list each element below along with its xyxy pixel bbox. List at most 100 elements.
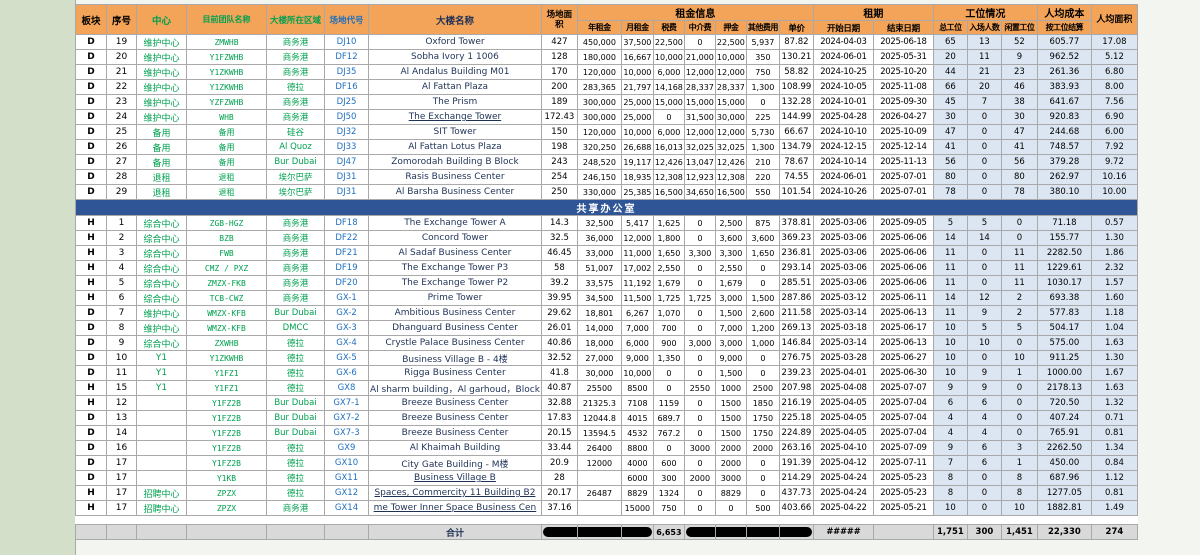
cell-per-station-cost[interactable]: 920.83 [1036, 109, 1092, 125]
cell-area-sqm[interactable]: 427 [540, 34, 578, 50]
cell-per-capita-area[interactable]: 1.30 [1090, 230, 1138, 246]
cell-total-stations[interactable]: 45 [932, 94, 968, 110]
cell-per-capita-area[interactable]: 1.67 [1090, 365, 1138, 381]
total-cell-annual-rent[interactable] [576, 524, 622, 540]
cell-center[interactable] [136, 425, 187, 441]
cell-site-code[interactable]: DJ31 [324, 184, 369, 200]
cell-idle-stations[interactable]: 0 [1000, 335, 1038, 351]
cell-deposit[interactable]: 0 [714, 500, 747, 516]
cell-section[interactable]: H [75, 485, 107, 501]
cell-other-fees[interactable]: 210 [745, 154, 780, 170]
cell-annual-rent[interactable] [576, 500, 622, 516]
cell-center[interactable]: 维护中心 [136, 94, 187, 110]
cell-monthly-rent[interactable]: 26,688 [620, 139, 654, 155]
cell-section[interactable]: H [75, 395, 107, 411]
cell-per-capita-area[interactable]: 2.32 [1090, 260, 1138, 276]
cell-area-sqm[interactable]: 243 [540, 154, 578, 170]
cell-region[interactable]: 商务港 [266, 109, 325, 125]
cell-section[interactable]: D [75, 305, 107, 321]
cell-section[interactable]: D [75, 79, 107, 95]
cell-entered-count[interactable]: 0 [966, 109, 1002, 125]
cell-entered-count[interactable]: 0 [966, 124, 1002, 140]
cell-region[interactable]: 商务港 [266, 230, 325, 246]
cell-no[interactable]: 28 [106, 169, 137, 185]
cell-building[interactable]: Business Village B [368, 470, 542, 486]
cell-end-date[interactable]: 2025-07-04 [872, 425, 934, 441]
cell-per-capita-area[interactable]: 6.90 [1090, 109, 1138, 125]
cell-annual-rent[interactable]: 248,520 [576, 154, 622, 170]
cell-annual-rent[interactable]: 36,000 [576, 230, 622, 246]
cell-deposit[interactable]: 2000 [714, 455, 747, 471]
cell-annual-rent[interactable]: 300,000 [576, 94, 622, 110]
cell-building[interactable]: Dhanguard Business Center [368, 320, 542, 336]
cell-center[interactable]: 维护中心 [136, 64, 187, 80]
cell-annual-rent[interactable]: 33,000 [576, 245, 622, 261]
cell-other-fees[interactable]: 2000 [745, 440, 780, 456]
total-cell-monthly-rent[interactable] [620, 524, 654, 540]
cell-deposit[interactable]: 3000 [714, 470, 747, 486]
cell-entered-count[interactable]: 0 [966, 154, 1002, 170]
cell-idle-stations[interactable]: 56 [1000, 154, 1038, 170]
cell-area-sqm[interactable]: 32.88 [540, 395, 578, 411]
cell-start-date[interactable]: 2024-12-15 [812, 139, 874, 155]
cell-end-date[interactable]: 2025-06-06 [872, 275, 934, 291]
cell-unit-price[interactable]: 144.99 [778, 109, 814, 125]
cell-no[interactable]: 25 [106, 124, 137, 140]
total-cell-region[interactable] [266, 524, 325, 540]
cell-agency-fee[interactable]: 12,000 [683, 64, 716, 80]
cell-idle-stations[interactable]: 80 [1000, 169, 1038, 185]
cell-agency-fee[interactable]: 13,047 [683, 154, 716, 170]
cell-agency-fee[interactable]: 0 [683, 395, 716, 411]
cell-tax[interactable]: 689.7 [652, 410, 685, 426]
cell-entered-count[interactable]: 9 [966, 305, 1002, 321]
total-cell-deposit[interactable] [714, 524, 747, 540]
cell-entered-count[interactable]: 7 [966, 94, 1002, 110]
cell-team[interactable]: Y1FZ1 [186, 380, 267, 396]
cell-monthly-rent[interactable]: 25,385 [620, 184, 654, 200]
cell-end-date[interactable]: 2025-07-01 [872, 169, 934, 185]
cell-start-date[interactable]: 2024-10-14 [812, 154, 874, 170]
cell-building[interactable]: The Prism [368, 94, 542, 110]
cell-per-capita-area[interactable]: 10.16 [1090, 169, 1138, 185]
cell-deposit[interactable]: 16,500 [714, 184, 747, 200]
cell-other-fees[interactable]: 0 [745, 455, 780, 471]
cell-per-station-cost[interactable]: 383.93 [1036, 79, 1092, 95]
cell-per-capita-area[interactable]: 0.81 [1090, 485, 1138, 501]
cell-building[interactable]: City Gate Building - M楼 [368, 455, 542, 471]
cell-deposit[interactable]: 1500 [714, 395, 747, 411]
cell-other-fees[interactable]: 220 [745, 169, 780, 185]
cell-per-capita-area[interactable]: 10.00 [1090, 184, 1138, 200]
cell-deposit[interactable]: 1,500 [714, 305, 747, 321]
cell-center[interactable] [136, 470, 187, 486]
cell-monthly-rent[interactable]: 4015 [620, 410, 654, 426]
cell-building[interactable]: Crystle Palace Business Center [368, 335, 542, 351]
cell-start-date[interactable]: 2025-03-06 [812, 275, 874, 291]
cell-area-sqm[interactable]: 39.95 [540, 290, 578, 306]
cell-tax[interactable]: 0 [652, 365, 685, 381]
cell-no[interactable]: 17 [106, 470, 137, 486]
cell-area-sqm[interactable]: 200 [540, 79, 578, 95]
cell-entered-count[interactable]: 20 [966, 79, 1002, 95]
cell-per-capita-area[interactable]: 1.34 [1090, 440, 1138, 456]
cell-entered-count[interactable]: 6 [966, 440, 1002, 456]
cell-entered-count[interactable]: 0 [966, 139, 1002, 155]
cell-end-date[interactable]: 2025-06-13 [872, 305, 934, 321]
cell-region[interactable]: 德拉 [266, 380, 325, 396]
cell-tax[interactable]: 16,500 [652, 184, 685, 200]
cell-region[interactable]: 德拉 [266, 440, 325, 456]
cell-site-code[interactable]: DF21 [324, 245, 369, 261]
cell-area-sqm[interactable]: 20.15 [540, 425, 578, 441]
cell-end-date[interactable]: 2025-05-23 [872, 485, 934, 501]
cell-area-sqm[interactable]: 198 [540, 139, 578, 155]
cell-team[interactable]: WHB [186, 109, 267, 125]
cell-agency-fee[interactable]: 0 [683, 230, 716, 246]
cell-tax[interactable]: 750 [652, 500, 685, 516]
cell-building[interactable]: Oxford Tower [368, 34, 542, 50]
cell-section[interactable]: D [75, 470, 107, 486]
cell-total-stations[interactable]: 56 [932, 154, 968, 170]
cell-entered-count[interactable]: 4 [966, 410, 1002, 426]
cell-area-sqm[interactable]: 46.45 [540, 245, 578, 261]
cell-agency-fee[interactable]: 0 [683, 275, 716, 291]
cell-tax[interactable]: 300 [652, 470, 685, 486]
cell-other-fees[interactable]: 2,600 [745, 305, 780, 321]
